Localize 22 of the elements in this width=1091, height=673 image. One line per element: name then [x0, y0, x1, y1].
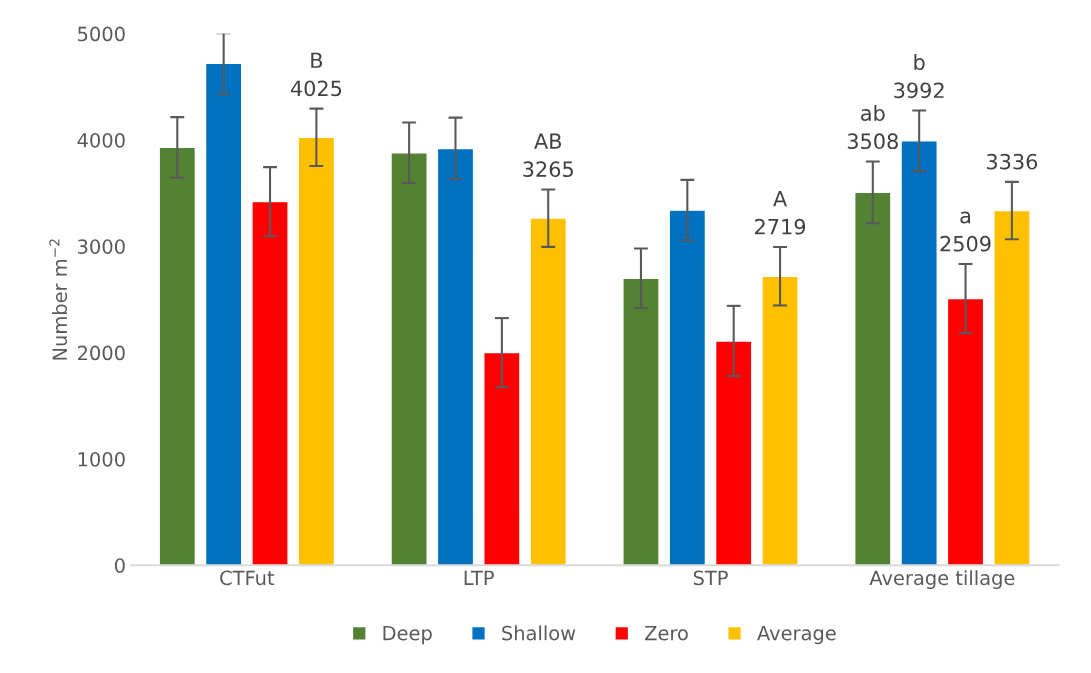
x-tick-label: Average tillage	[869, 570, 1015, 589]
data-label: B 4025	[290, 52, 342, 97]
data-label: a 2509	[940, 211, 991, 252]
x-tick-label: STP	[693, 570, 728, 586]
y-tick-label: 2000	[78, 345, 125, 361]
data-label: b 3992	[894, 53, 944, 99]
y-tick-label: 0	[114, 558, 125, 573]
legend-label: Zero	[645, 625, 688, 641]
y-tick-label: 5000	[78, 26, 125, 42]
y-tick-label: 3000	[78, 239, 125, 254]
y-tick-label: 1000	[78, 451, 125, 467]
y-axis-title: Number m$^{−2}$	[49, 239, 68, 360]
x-tick-label: CTFut	[220, 570, 275, 586]
y-tick-label: 4000	[77, 132, 125, 148]
legend-label: Average	[757, 625, 836, 645]
data-label: AB 3265	[523, 133, 573, 178]
x-tick-label: LTP	[464, 570, 494, 585]
legend-label: Deep	[383, 625, 432, 645]
legend-label: Shallow	[502, 625, 576, 641]
data-label: ab 3508	[847, 104, 898, 150]
data-label: 3336	[986, 153, 1038, 170]
data-label: A 2719	[755, 191, 806, 235]
